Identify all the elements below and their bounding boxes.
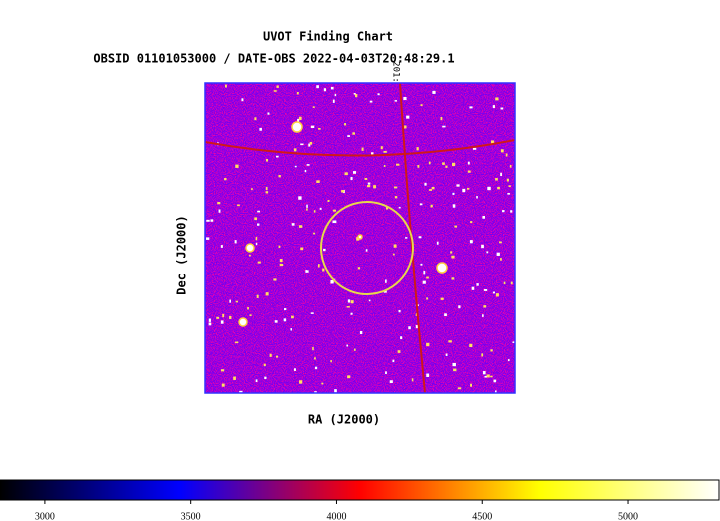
image — [205, 83, 515, 393]
stars — [206, 84, 515, 393]
colorbar-tick-label: 3000 — [35, 511, 55, 521]
x-axis-label: RA (J2000) — [308, 413, 380, 427]
grid-label: 201: — [391, 61, 401, 83]
colorbar-tick-label: 4500 — [472, 511, 492, 521]
source-region — [320, 201, 414, 295]
chart-subtitle: OBSID 01101053000 / DATE-OBS 2022-04-03T… — [93, 52, 454, 66]
colorbar-ticks: 3000 3500 4000 4500 5000 — [35, 500, 638, 521]
chart-title: UVOT Finding Chart — [263, 30, 393, 44]
colorbar-tick-label: 4000 — [326, 511, 346, 521]
y-axis-label: Dec (J2000) — [175, 215, 189, 294]
image-frame — [204, 82, 516, 394]
grid-line — [205, 139, 515, 157]
colorbar — [0, 479, 720, 501]
colorbar-tick-label: 5000 — [618, 511, 638, 521]
colorbar-tick-label: 3500 — [181, 511, 201, 521]
